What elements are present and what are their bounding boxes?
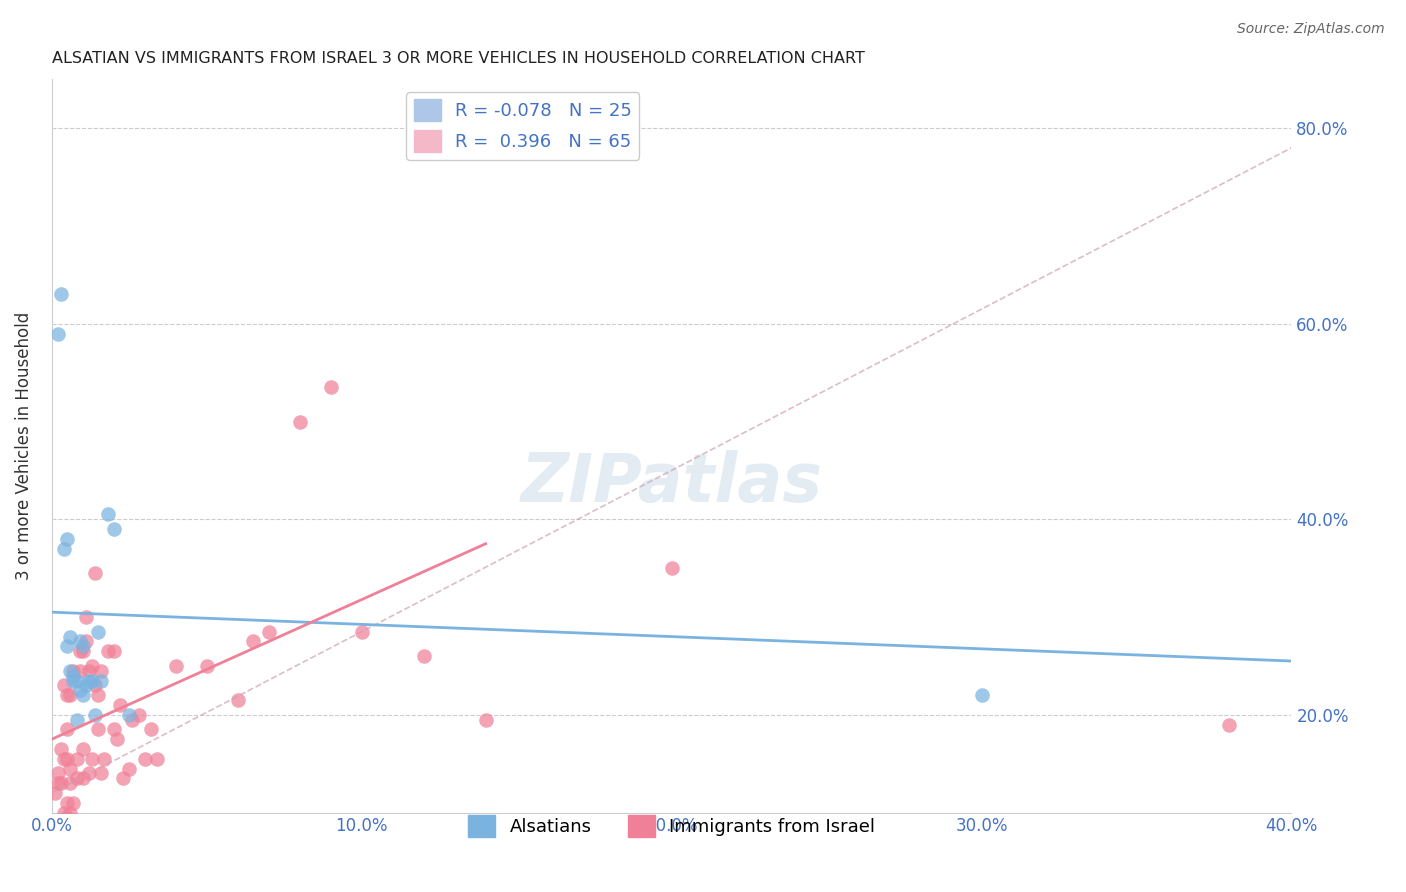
Point — [65, 752, 87, 766]
Point — [84, 566, 107, 580]
Point — [103, 644, 125, 658]
Point — [412, 649, 434, 664]
Point — [72, 742, 94, 756]
Point — [56, 688, 79, 702]
Point — [56, 532, 79, 546]
Point — [53, 678, 76, 692]
Point — [103, 522, 125, 536]
Point — [80, 659, 103, 673]
Point — [56, 723, 79, 737]
Point — [77, 673, 100, 688]
Point — [62, 673, 84, 688]
Point — [87, 624, 110, 639]
Point — [1218, 717, 1240, 731]
Point — [69, 664, 91, 678]
Point — [84, 678, 107, 692]
Point — [62, 669, 84, 683]
Point — [103, 723, 125, 737]
Point — [59, 688, 82, 702]
Point — [56, 810, 79, 824]
Point — [53, 815, 76, 830]
Point — [118, 762, 141, 776]
Point — [46, 326, 69, 341]
Point — [970, 688, 993, 702]
Point — [118, 707, 141, 722]
Point — [59, 762, 82, 776]
Point — [195, 659, 218, 673]
Point — [128, 707, 150, 722]
Point — [319, 380, 342, 394]
Point — [121, 713, 143, 727]
Point — [288, 415, 311, 429]
Point — [80, 752, 103, 766]
Point — [65, 772, 87, 786]
Point — [44, 786, 66, 800]
Legend: Alsatians, Immigrants from Israel: Alsatians, Immigrants from Israel — [461, 807, 883, 844]
Point — [65, 713, 87, 727]
Point — [108, 698, 131, 712]
Point — [93, 752, 115, 766]
Point — [84, 707, 107, 722]
Point — [75, 678, 97, 692]
Point — [87, 723, 110, 737]
Point — [72, 688, 94, 702]
Point — [72, 772, 94, 786]
Point — [53, 752, 76, 766]
Point — [134, 752, 156, 766]
Point — [53, 541, 76, 556]
Point — [90, 766, 112, 780]
Point — [46, 766, 69, 780]
Y-axis label: 3 or more Vehicles in Household: 3 or more Vehicles in Household — [15, 312, 32, 580]
Point — [69, 634, 91, 648]
Point — [90, 664, 112, 678]
Point — [87, 688, 110, 702]
Point — [77, 664, 100, 678]
Point — [59, 630, 82, 644]
Point — [65, 673, 87, 688]
Point — [474, 713, 496, 727]
Point — [96, 508, 118, 522]
Point — [661, 561, 683, 575]
Point — [69, 644, 91, 658]
Point — [46, 776, 69, 790]
Point — [139, 723, 162, 737]
Point — [49, 742, 72, 756]
Point — [53, 805, 76, 820]
Point — [72, 644, 94, 658]
Point — [75, 634, 97, 648]
Point — [75, 610, 97, 624]
Point — [56, 752, 79, 766]
Point — [105, 732, 128, 747]
Point — [49, 825, 72, 839]
Point — [62, 664, 84, 678]
Point — [49, 776, 72, 790]
Point — [226, 693, 249, 707]
Point — [350, 624, 373, 639]
Point — [69, 683, 91, 698]
Point — [77, 766, 100, 780]
Text: ALSATIAN VS IMMIGRANTS FROM ISRAEL 3 OR MORE VEHICLES IN HOUSEHOLD CORRELATION C: ALSATIAN VS IMMIGRANTS FROM ISRAEL 3 OR … — [52, 51, 865, 66]
Point — [59, 776, 82, 790]
Point — [257, 624, 280, 639]
Point — [56, 796, 79, 810]
Point — [242, 634, 264, 648]
Text: Source: ZipAtlas.com: Source: ZipAtlas.com — [1237, 22, 1385, 37]
Point — [146, 752, 169, 766]
Point — [59, 664, 82, 678]
Point — [96, 644, 118, 658]
Point — [80, 673, 103, 688]
Point — [56, 640, 79, 654]
Point — [112, 772, 135, 786]
Point — [72, 640, 94, 654]
Point — [62, 796, 84, 810]
Point — [90, 673, 112, 688]
Point — [165, 659, 187, 673]
Point — [49, 287, 72, 301]
Text: ZIPatlas: ZIPatlas — [520, 450, 823, 516]
Point — [59, 805, 82, 820]
